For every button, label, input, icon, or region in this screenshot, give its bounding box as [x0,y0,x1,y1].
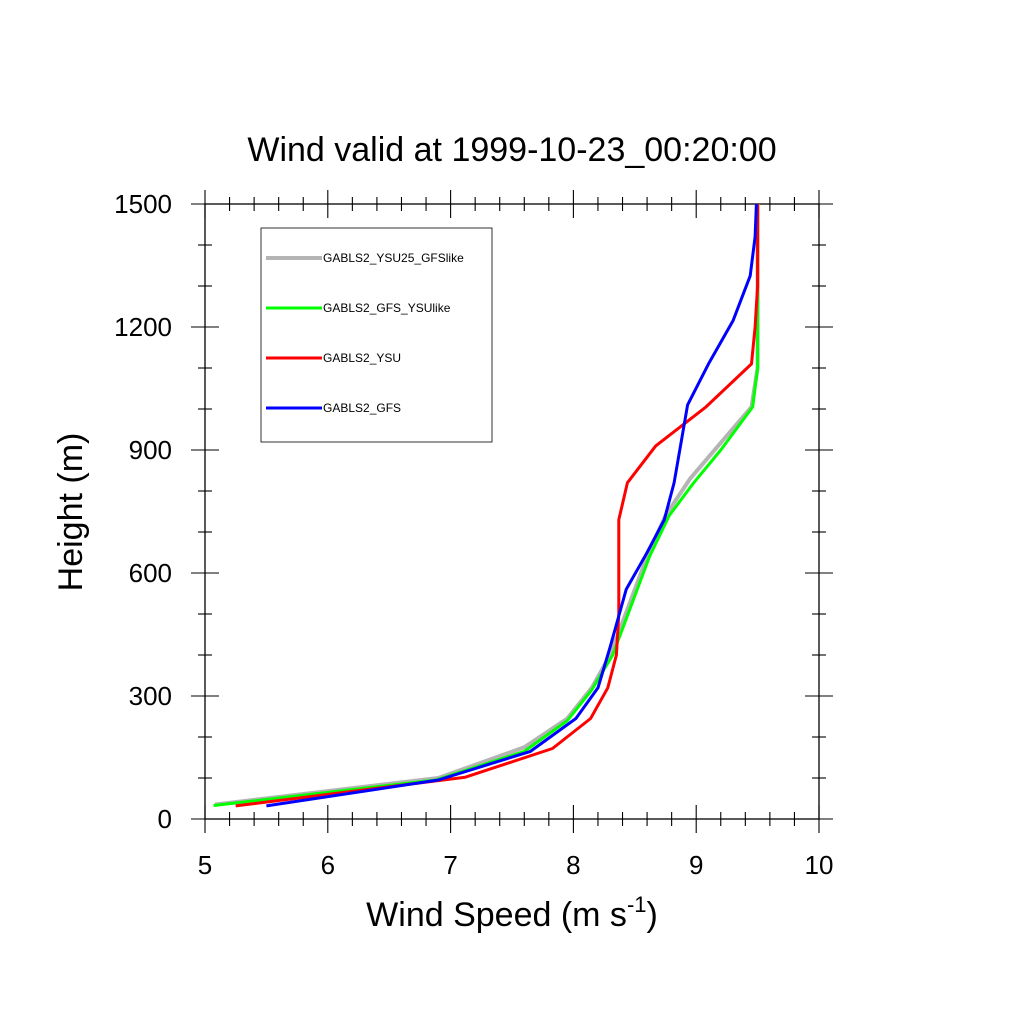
x-axis-label: Wind Speed (m s-1) [366,892,658,934]
x-tick-label: 5 [198,850,212,880]
x-tick-label: 7 [443,850,457,880]
series-line [213,204,760,807]
y-tick-labels: 0 300 600 900 1200 1500 [114,189,172,834]
y-tick-label: 600 [129,558,172,588]
legend-items: GABLS2_YSU25_GFSlike GABLS2_GFS_YSUlike GA… [266,251,464,415]
legend-label: GABLS2_YSU [323,351,401,365]
legend-label: GABLS2_GFS [323,401,401,415]
x-axis-label-superscript: -1 [627,892,647,917]
legend-box [260,227,493,443]
axis-ticks [191,190,833,833]
y-tick-label: 1200 [114,312,172,342]
y-tick-label: 300 [129,681,172,711]
y-tick-label: 0 [158,804,172,834]
legend-label: GABLS2_GFS_YSUlike [323,301,451,315]
y-axis-label: Height (m) [52,433,90,592]
y-tick-label: 900 [129,435,172,465]
x-axis-label-main: Wind Speed (m s [366,896,627,934]
series-line [235,204,760,808]
x-tick-label: 6 [321,850,335,880]
x-tick-label: 8 [566,850,580,880]
y-tick-label: 1500 [114,189,172,219]
x-tick-labels: 5 6 7 8 9 10 [198,850,834,880]
plot-frame [204,203,820,820]
legend: GABLS2_YSU25_GFSlike GABLS2_GFS_YSUlike GA… [260,227,493,443]
series-lines [213,203,760,808]
legend-label: GABLS2_YSU25_GFSlike [323,251,464,265]
x-axis-label-suffix: ) [647,896,658,934]
x-tick-label: 10 [805,850,834,880]
chart-title: Wind valid at 1999-10-23_00:20:00 [247,131,776,169]
series-line [266,203,758,808]
x-tick-label: 9 [689,850,703,880]
